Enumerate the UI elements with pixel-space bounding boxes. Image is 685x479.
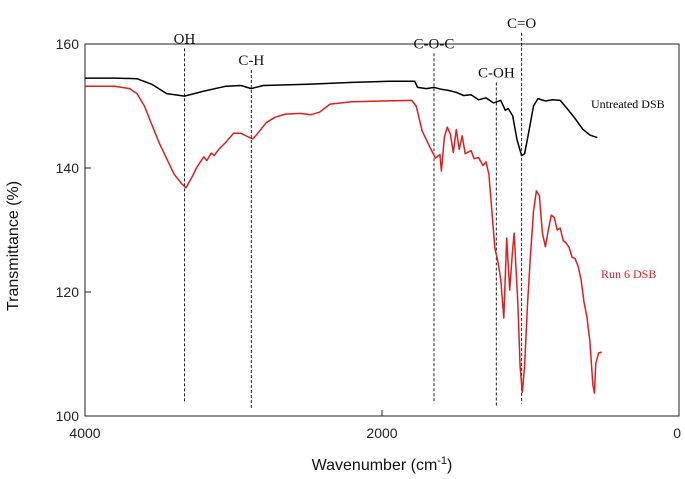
y-tick-label-120: 120 xyxy=(56,284,80,300)
x-axis-label-sup: -1 xyxy=(437,455,447,467)
series-line-run-6-dsb xyxy=(85,85,602,394)
y-tick-label-140: 140 xyxy=(56,160,80,176)
annotation-label-c-oh: C-OH xyxy=(478,65,515,81)
annotation-label-c-o: C=O xyxy=(507,16,536,32)
annotation-layer: OH C-H C-O-C C-OH C=O xyxy=(174,16,536,410)
plot-frame xyxy=(84,43,680,417)
plot-border xyxy=(84,43,680,417)
y-tick-label-100: 100 xyxy=(56,408,80,424)
x-axis-label: Wavenumber (cm-1) xyxy=(312,455,453,474)
series-line-untreated-dsb xyxy=(85,77,598,157)
legend-run6-dsb: Run 6 DSB xyxy=(601,267,656,281)
x-tick-label-2000: 2000 xyxy=(366,425,397,441)
series-layer xyxy=(85,77,602,394)
tick-layer: 100 120 140 160 4000 2000 0 xyxy=(56,36,682,441)
x-axis-label-tail: ) xyxy=(447,457,452,474)
y-axis-label: Transmittance (%) xyxy=(5,181,22,311)
x-axis-label-main: Wavenumber (cm xyxy=(312,457,438,474)
annotation-label-c-o-c: C-O-C xyxy=(414,36,455,52)
annotation-label-c-h: C-H xyxy=(238,53,264,69)
legend-untreated-dsb: Untreated DSB xyxy=(591,97,665,111)
y-tick-label-160: 160 xyxy=(56,36,80,52)
x-tick-label-0: 0 xyxy=(673,425,681,441)
annotation-label-oh: OH xyxy=(174,31,196,47)
x-tick-label-4000: 4000 xyxy=(69,425,100,441)
